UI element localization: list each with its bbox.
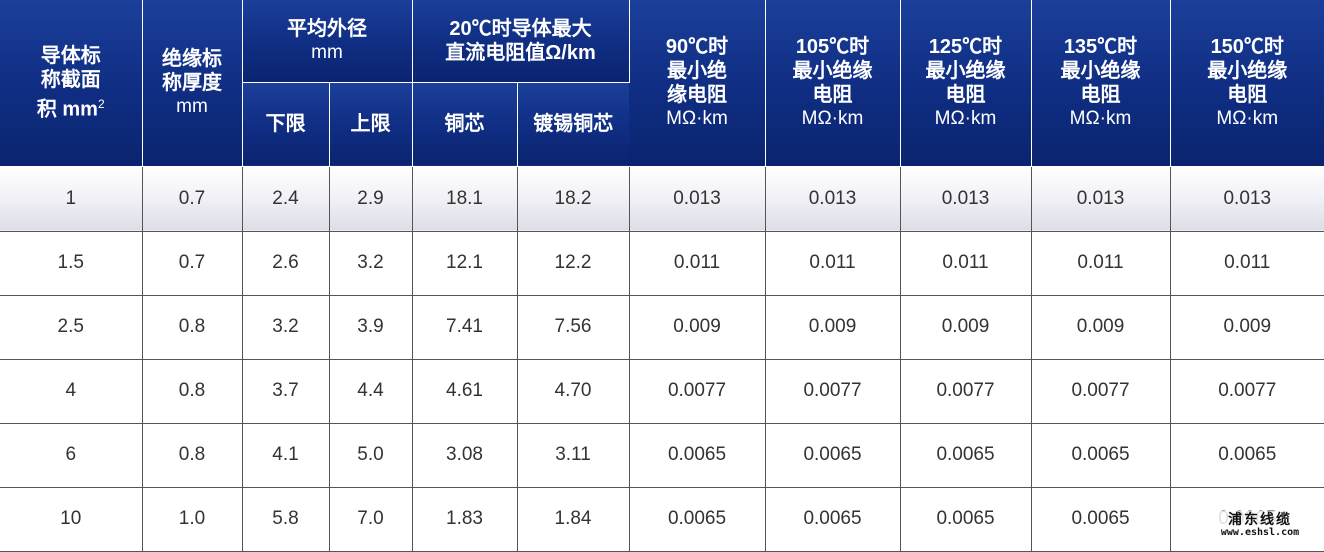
table-cell: 0.0065 <box>1031 487 1171 552</box>
table-row: 10 1.0 5.8 7.0 1.83 1.84 0.0065 0.0065 0.0065 0.0… <box>0 487 1324 552</box>
table-cell: 5.0 <box>329 423 413 488</box>
table-row: 6 0.8 4.1 5.0 3.08 3.11 0.0065 0.0065 0.0065 0.00… <box>0 423 1324 488</box>
table-cell: 0.011 <box>1170 231 1324 296</box>
table-cell: 0.011 <box>765 231 901 296</box>
table-cell: 1.0 <box>142 487 243 552</box>
header-copper: 铜芯 <box>412 82 518 167</box>
table-cell: 0.013 <box>1170 166 1324 232</box>
table-row: 1 0.7 2.4 2.9 18.1 18.2 0.013 0.013 0.013 0.013 0.… <box>0 166 1324 232</box>
table-cell: 0.0077 <box>765 359 901 424</box>
table-cell: 4.1 <box>242 423 330 488</box>
table-cell: 0.0065 <box>900 487 1032 552</box>
table-cell: 10 <box>0 487 143 552</box>
table-cell: 18.2 <box>517 166 630 232</box>
table-cell: 0.7 <box>142 231 243 296</box>
table-cell: 0.011 <box>629 231 766 296</box>
table-cell: 0.0077 <box>629 359 766 424</box>
table-cell: 0.009 <box>1170 295 1324 360</box>
header-ins-res-150: 150℃时 最小绝缘 电阻 MΩ·km <box>1170 0 1324 167</box>
table-cell: 0.0065 <box>900 423 1032 488</box>
table-cell: 7.56 <box>517 295 630 360</box>
table-cell: 0.013 <box>1031 166 1171 232</box>
header-conductor-resistance: 20℃时导体最大 直流电阻值Ω/km <box>412 0 630 83</box>
table-cell: 7.0 <box>329 487 413 552</box>
table-cell: 1.5 <box>0 231 143 296</box>
table-cell: 3.2 <box>329 231 413 296</box>
table-cell: 3.11 <box>517 423 630 488</box>
table-cell: 0.009 <box>765 295 901 360</box>
watermark-brand: 浦东线缆 <box>1228 511 1292 527</box>
watermark-url: www.eshsl.com <box>1220 527 1300 538</box>
table-cell: 2.5 <box>0 295 143 360</box>
table-cell: 6 <box>0 423 143 488</box>
table-cell: 0.009 <box>900 295 1032 360</box>
table-cell: 2.9 <box>329 166 413 232</box>
table-header: 导体标 称截面 积 mm2 绝缘标 称厚度 mm 平均外径 mm 20℃时导体最… <box>0 0 1324 167</box>
header-ins-res-105: 105℃时 最小绝缘 电阻 MΩ·km <box>765 0 901 167</box>
table-cell: 0.0077 <box>900 359 1032 424</box>
table-cell: 0.011 <box>900 231 1032 296</box>
table-cell: 3.2 <box>242 295 330 360</box>
table-cell: 3.08 <box>412 423 518 488</box>
table-cell: 0.0065 <box>629 487 766 552</box>
table-cell: 0.0077 <box>1031 359 1171 424</box>
table-row: 4 0.8 3.7 4.4 4.61 4.70 0.0077 0.0077 0.0077 0.00… <box>0 359 1324 424</box>
table-cell: 1 <box>0 166 143 232</box>
table-cell: 18.1 <box>412 166 518 232</box>
table-cell: 0.7 <box>142 166 243 232</box>
table-cell: 0.0065 <box>765 423 901 488</box>
table-cell: 0.013 <box>900 166 1032 232</box>
table-row: 1.5 0.7 2.6 3.2 12.1 12.2 0.011 0.011 0.011 0.011… <box>0 231 1324 296</box>
table-cell: 3.7 <box>242 359 330 424</box>
header-ins-res-125: 125℃时 最小绝缘 电阻 MΩ·km <box>900 0 1032 167</box>
table-cell: 7.41 <box>412 295 518 360</box>
table-cell: 0.009 <box>629 295 766 360</box>
table-cell: 0.0065 <box>765 487 901 552</box>
table-body: 1 0.7 2.4 2.9 18.1 18.2 0.013 0.013 0.013 0.013 0.… <box>0 166 1324 552</box>
header-ins-res-135: 135℃时 最小绝缘 电阻 MΩ·km <box>1031 0 1171 167</box>
table-cell: 0.013 <box>765 166 901 232</box>
table-cell: 1.83 <box>412 487 518 552</box>
table-cell: 2.6 <box>242 231 330 296</box>
table-cell: 0.8 <box>142 295 243 360</box>
header-outer-diameter: 平均外径 mm <box>242 0 413 83</box>
table-cell: 0.0065 <box>629 423 766 488</box>
header-lower-limit: 下限 <box>242 82 330 167</box>
watermark-logo: 浦东线缆 www.eshsl.com <box>1214 511 1306 539</box>
table-cell: 0.8 <box>142 359 243 424</box>
table-cell: 0.0077 <box>1170 359 1324 424</box>
table-row: 2.5 0.8 3.2 3.9 7.41 7.56 0.009 0.009 0.009 0.009… <box>0 295 1324 360</box>
table-cell: 12.2 <box>517 231 630 296</box>
table-cell: 3.9 <box>329 295 413 360</box>
table-cell: 12.1 <box>412 231 518 296</box>
header-upper-limit: 上限 <box>329 82 413 167</box>
table-cell: 1.84 <box>517 487 630 552</box>
table-cell: 0.8 <box>142 423 243 488</box>
table-cell: 4.61 <box>412 359 518 424</box>
header-insulation-thickness: 绝缘标 称厚度 mm <box>142 0 243 167</box>
header-tinned-copper: 镀锡铜芯 <box>517 82 629 167</box>
header-ins-res-90: 90℃时 最小绝 缘电阻 MΩ·km <box>629 0 766 167</box>
header-cross-section: 导体标 称截面 积 mm2 <box>0 0 143 167</box>
table-cell: 4.4 <box>329 359 413 424</box>
table-cell: 4.70 <box>517 359 630 424</box>
table-cell: 0.0065 <box>1170 423 1324 488</box>
table-cell: 0.013 <box>629 166 766 232</box>
table-cell: 2.4 <box>242 166 330 232</box>
table-cell: 4 <box>0 359 143 424</box>
table-cell: 5.8 <box>242 487 330 552</box>
table-cell: 0.009 <box>1031 295 1171 360</box>
table-cell: 0.011 <box>1031 231 1171 296</box>
table-cell: 0.0065 <box>1031 423 1171 488</box>
